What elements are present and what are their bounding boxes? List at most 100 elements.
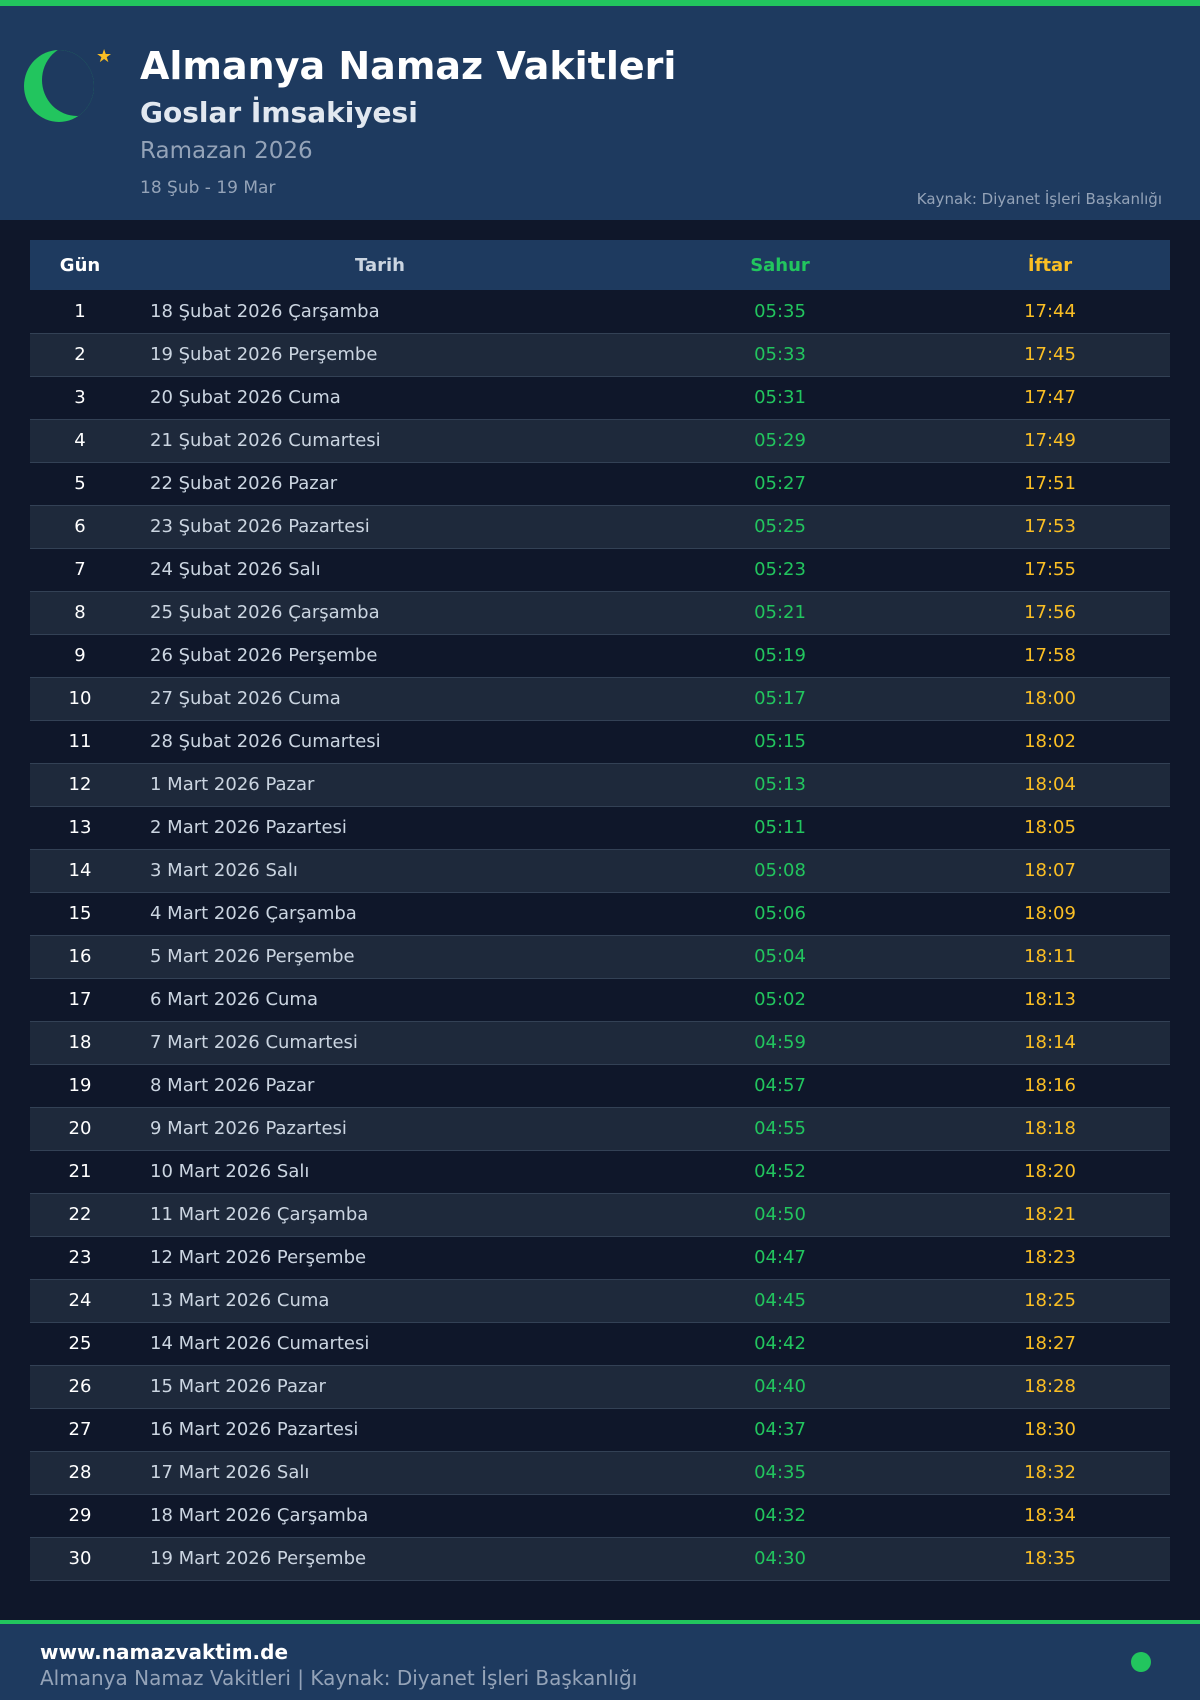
table-row: 7 24 Şubat 2026 Salı 05:23 17:55: [30, 548, 1170, 592]
iftar-cell: 17:47: [930, 376, 1170, 420]
day-cell: 21: [30, 1150, 130, 1194]
date-cell: 4 Mart 2026 Çarşamba: [130, 892, 630, 936]
date-cell: 14 Mart 2026 Cumartesi: [130, 1322, 630, 1366]
iftar-cell: 17:56: [930, 591, 1170, 635]
iftar-cell: 18:23: [930, 1236, 1170, 1280]
iftar-cell: 18:11: [930, 935, 1170, 979]
crescent-moon-icon: [24, 50, 94, 122]
date-cell: 15 Mart 2026 Pazar: [130, 1365, 630, 1409]
iftar-cell: 17:55: [930, 548, 1170, 592]
iftar-cell: 18:07: [930, 849, 1170, 893]
table-row: 25 14 Mart 2026 Cumartesi 04:42 18:27: [30, 1322, 1170, 1366]
ramadan-year: Ramazan 2026: [140, 138, 313, 164]
date-cell: 18 Şubat 2026 Çarşamba: [130, 290, 630, 334]
date-cell: 21 Şubat 2026 Cumartesi: [130, 419, 630, 463]
day-cell: 14: [30, 849, 130, 893]
table-row: 13 2 Mart 2026 Pazartesi 05:11 18:05: [30, 806, 1170, 850]
iftar-cell: 18:21: [930, 1193, 1170, 1237]
day-cell: 7: [30, 548, 130, 592]
sahur-cell: 05:04: [630, 935, 930, 979]
date-cell: 6 Mart 2026 Cuma: [130, 978, 630, 1022]
table-row: 27 16 Mart 2026 Pazartesi 04:37 18:30: [30, 1408, 1170, 1452]
iftar-cell: 18:05: [930, 806, 1170, 850]
sahur-cell: 05:23: [630, 548, 930, 592]
iftar-cell: 17:45: [930, 333, 1170, 377]
day-cell: 27: [30, 1408, 130, 1452]
day-cell: 15: [30, 892, 130, 936]
sahur-cell: 05:25: [630, 505, 930, 549]
day-cell: 6: [30, 505, 130, 549]
date-cell: 1 Mart 2026 Pazar: [130, 763, 630, 807]
sahur-cell: 05:15: [630, 720, 930, 764]
day-cell: 25: [30, 1322, 130, 1366]
iftar-cell: 17:44: [930, 290, 1170, 334]
iftar-cell: 18:32: [930, 1451, 1170, 1495]
day-cell: 1: [30, 290, 130, 334]
iftar-cell: 18:13: [930, 978, 1170, 1022]
date-cell: 28 Şubat 2026 Cumartesi: [130, 720, 630, 764]
table-row: 30 19 Mart 2026 Perşembe 04:30 18:35: [30, 1537, 1170, 1581]
day-cell: 16: [30, 935, 130, 979]
iftar-cell: 17:51: [930, 462, 1170, 506]
table-row: 20 9 Mart 2026 Pazartesi 04:55 18:18: [30, 1107, 1170, 1151]
table-row: 23 12 Mart 2026 Perşembe 04:47 18:23: [30, 1236, 1170, 1280]
date-cell: 13 Mart 2026 Cuma: [130, 1279, 630, 1323]
table-row: 26 15 Mart 2026 Pazar 04:40 18:28: [30, 1365, 1170, 1409]
sahur-cell: 04:59: [630, 1021, 930, 1065]
table-row: 14 3 Mart 2026 Salı 05:08 18:07: [30, 849, 1170, 893]
star-icon: ★: [96, 46, 113, 67]
sahur-cell: 05:21: [630, 591, 930, 635]
iftar-cell: 18:34: [930, 1494, 1170, 1538]
column-header-iftar: İftar: [930, 240, 1170, 290]
day-cell: 23: [30, 1236, 130, 1280]
iftar-cell: 18:27: [930, 1322, 1170, 1366]
table-row: 16 5 Mart 2026 Perşembe 05:04 18:11: [30, 935, 1170, 979]
imsakiye-table: Gün Tarih Sahur İftar 1 18 Şubat 2026 Çar…: [30, 240, 1170, 1581]
sahur-cell: 04:55: [630, 1107, 930, 1151]
footer-info: Almanya Namaz Vakitleri | Kaynak: Diyane…: [40, 1666, 638, 1690]
column-header-sahur: Sahur: [630, 240, 930, 290]
iftar-cell: 18:16: [930, 1064, 1170, 1108]
sahur-cell: 04:32: [630, 1494, 930, 1538]
sahur-cell: 04:47: [630, 1236, 930, 1280]
day-cell: 11: [30, 720, 130, 764]
sahur-cell: 05:31: [630, 376, 930, 420]
day-cell: 8: [30, 591, 130, 635]
top-accent-bar: [0, 0, 1200, 6]
sahur-cell: 04:30: [630, 1537, 930, 1581]
sahur-cell: 05:35: [630, 290, 930, 334]
date-cell: 17 Mart 2026 Salı: [130, 1451, 630, 1495]
date-cell: 7 Mart 2026 Cumartesi: [130, 1021, 630, 1065]
date-cell: 20 Şubat 2026 Cuma: [130, 376, 630, 420]
table-row: 10 27 Şubat 2026 Cuma 05:17 18:00: [30, 677, 1170, 721]
date-cell: 5 Mart 2026 Perşembe: [130, 935, 630, 979]
date-cell: 11 Mart 2026 Çarşamba: [130, 1193, 630, 1237]
day-cell: 13: [30, 806, 130, 850]
date-cell: 19 Şubat 2026 Perşembe: [130, 333, 630, 377]
day-cell: 17: [30, 978, 130, 1022]
table-row: 15 4 Mart 2026 Çarşamba 05:06 18:09: [30, 892, 1170, 936]
table-row: 2 19 Şubat 2026 Perşembe 05:33 17:45: [30, 333, 1170, 377]
sahur-cell: 05:06: [630, 892, 930, 936]
sahur-cell: 05:19: [630, 634, 930, 678]
date-cell: 9 Mart 2026 Pazartesi: [130, 1107, 630, 1151]
table-row: 4 21 Şubat 2026 Cumartesi 05:29 17:49: [30, 419, 1170, 463]
iftar-cell: 17:53: [930, 505, 1170, 549]
date-cell: 10 Mart 2026 Salı: [130, 1150, 630, 1194]
table-row: 21 10 Mart 2026 Salı 04:52 18:20: [30, 1150, 1170, 1194]
page-header: ★ Almanya Namaz Vakitleri Goslar İmsakiy…: [0, 6, 1200, 220]
footer-site-link[interactable]: www.namazvaktim.de: [40, 1640, 289, 1664]
sahur-cell: 04:50: [630, 1193, 930, 1237]
day-cell: 24: [30, 1279, 130, 1323]
table-row: 11 28 Şubat 2026 Cumartesi 05:15 18:02: [30, 720, 1170, 764]
page-title: Almanya Namaz Vakitleri: [140, 44, 677, 88]
date-cell: 12 Mart 2026 Perşembe: [130, 1236, 630, 1280]
sahur-cell: 04:35: [630, 1451, 930, 1495]
iftar-cell: 18:20: [930, 1150, 1170, 1194]
date-range: 18 Şub - 19 Mar: [140, 178, 276, 198]
sahur-cell: 04:37: [630, 1408, 930, 1452]
table-row: 17 6 Mart 2026 Cuma 05:02 18:13: [30, 978, 1170, 1022]
sahur-cell: 04:40: [630, 1365, 930, 1409]
day-cell: 20: [30, 1107, 130, 1151]
date-cell: 2 Mart 2026 Pazartesi: [130, 806, 630, 850]
